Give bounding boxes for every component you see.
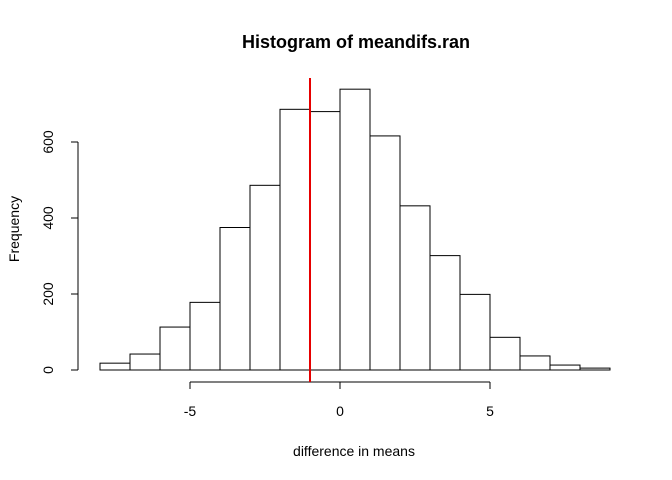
histogram-bar (279, 108, 311, 371)
histogram-bar (489, 336, 521, 371)
histogram-bar (189, 301, 221, 371)
y-axis: 0 200 400 600 (40, 130, 79, 374)
chart-title: Histogram of meandifs.ran (242, 32, 470, 52)
x-tick-label: 5 (486, 403, 494, 419)
y-tick-label: 200 (40, 282, 56, 306)
histogram-bar (459, 293, 491, 371)
histogram-bar (99, 362, 131, 371)
y-axis-label: Frequency (6, 196, 22, 262)
histogram-bar (519, 355, 551, 371)
histogram-bar (399, 205, 431, 371)
histogram-bar (249, 184, 281, 371)
histogram-bar (159, 326, 191, 371)
y-tick-label: 400 (40, 206, 56, 230)
histogram-bar (369, 135, 401, 371)
x-axis: -5 0 5 (184, 381, 494, 419)
x-tick-label: 0 (336, 403, 344, 419)
y-tick-label: 600 (40, 130, 56, 154)
x-tick-label: -5 (184, 403, 197, 419)
histogram-bar (579, 367, 611, 371)
histogram-bar (309, 111, 341, 371)
histogram-bar (549, 364, 581, 371)
y-tick-label: 0 (40, 366, 56, 374)
histogram-bar (339, 88, 371, 371)
x-axis-label: difference in means (293, 443, 415, 459)
histogram-bar (429, 255, 461, 371)
histogram-bar (219, 227, 251, 371)
histogram-bar (129, 353, 161, 371)
histogram-bars (99, 88, 611, 371)
